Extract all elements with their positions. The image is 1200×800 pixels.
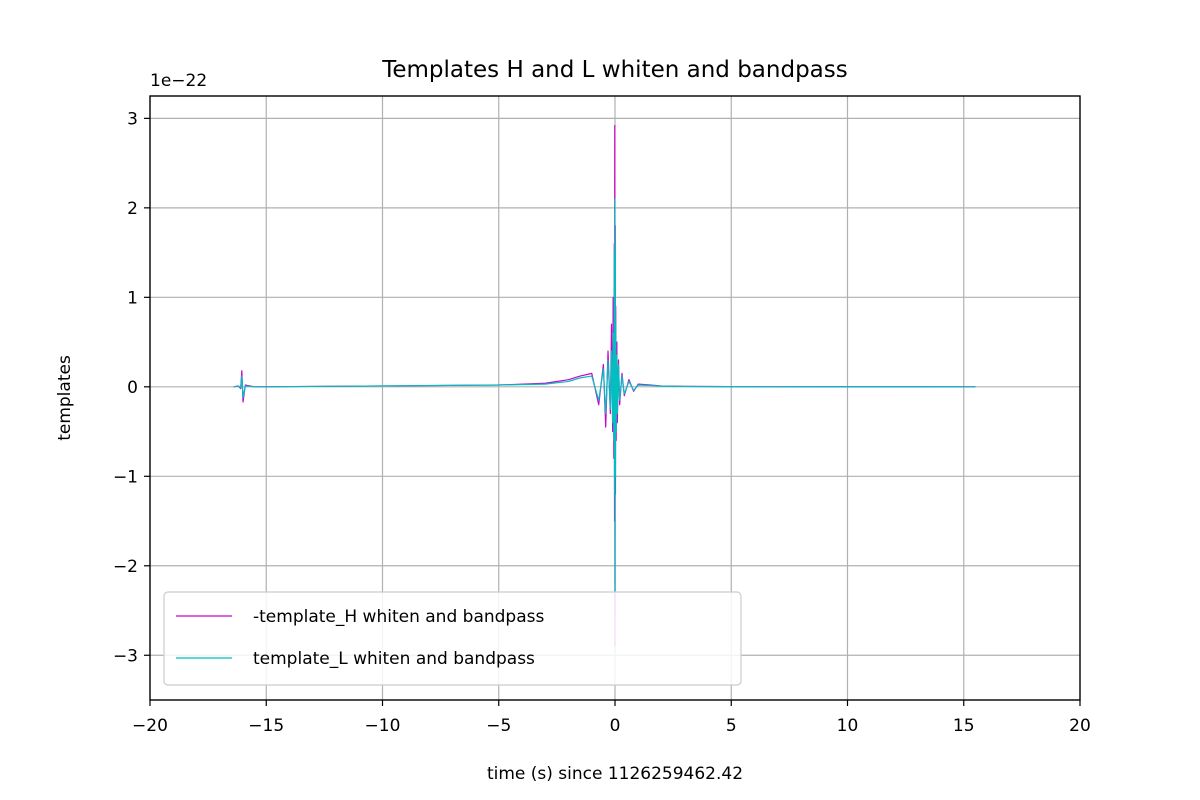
chart-title: Templates H and L whiten and bandpass — [381, 57, 848, 83]
x-tick-label: 5 — [726, 716, 737, 736]
legend-box — [163, 591, 742, 686]
x-tick-label: −5 — [486, 716, 511, 736]
y-tick-label: −1 — [113, 467, 138, 487]
y-tick-label: −2 — [113, 557, 138, 577]
x-tick-label: −15 — [248, 716, 284, 736]
x-tick-label: 0 — [610, 716, 621, 736]
x-axis-label: time (s) since 1126259462.42 — [487, 764, 743, 784]
y-tick-label: 2 — [127, 199, 138, 219]
y-tick-label: 0 — [127, 378, 138, 398]
x-tick-label: 10 — [837, 716, 859, 736]
y-offset-label: 1e−22 — [150, 71, 207, 91]
plot-area: −20 −15 −10 −5 0 5 10 15 20−3−2−10123-template_H… — [113, 95, 1091, 736]
y-tick-label: 3 — [127, 109, 138, 129]
x-tick-label: 15 — [953, 716, 975, 736]
y-tick-label: 1 — [127, 288, 138, 308]
series-line-1 — [233, 198, 976, 594]
y-axis-label: templates — [55, 355, 75, 441]
x-tick-label: −10 — [365, 716, 401, 736]
legend-label-1: template_L whiten and bandpass — [253, 649, 535, 669]
legend-label-0: -template_H whiten and bandpass — [253, 607, 544, 627]
y-tick-label: −3 — [113, 646, 138, 666]
x-tick-label: −20 — [132, 716, 168, 736]
x-tick-label: 20 — [1069, 716, 1091, 736]
